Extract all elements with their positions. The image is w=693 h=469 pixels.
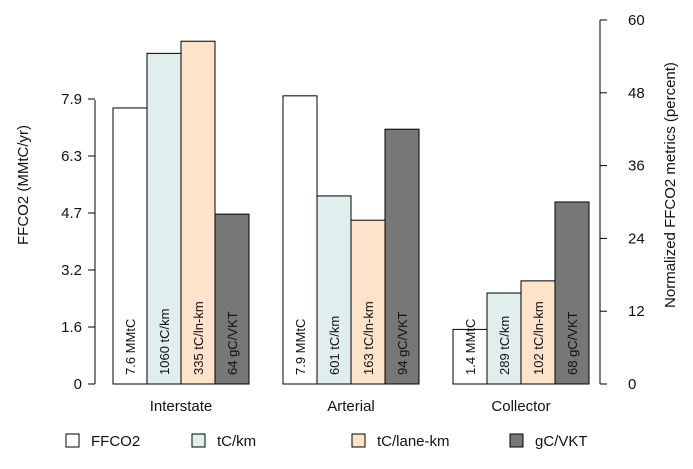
bar-value-label: 7.9 MMtC bbox=[293, 319, 308, 375]
left-axis-title: FFCO2 (MMtC/yr) bbox=[15, 125, 32, 245]
bar-value-label: 64 gC/VKT bbox=[225, 311, 240, 375]
right-tick-label: 12 bbox=[628, 303, 645, 320]
legend-swatch-gc-vkt bbox=[509, 433, 524, 448]
legend-swatch-tc-lane-km bbox=[351, 433, 366, 448]
bar-value-label: 1.4 MMtC bbox=[463, 319, 478, 375]
bar-gc-vkt-collector bbox=[554, 201, 590, 385]
left-tick-label: 0 bbox=[74, 376, 82, 393]
left-tick-label: 6.3 bbox=[61, 148, 82, 165]
category-label-arterial: Arterial bbox=[327, 398, 375, 415]
right-tick-label: 0 bbox=[628, 376, 636, 393]
category-label-interstate: Interstate bbox=[150, 398, 213, 415]
right-tick-label: 24 bbox=[628, 230, 645, 247]
bar-tc-lane-km-interstate bbox=[180, 40, 216, 385]
bar-value-label: 68 gC/VKT bbox=[565, 311, 580, 375]
bar-tc-lane-km-arterial bbox=[350, 219, 386, 385]
bar-ffco2-interstate bbox=[112, 107, 148, 385]
right-tick-label: 36 bbox=[628, 158, 645, 175]
left-tick-label: 4.7 bbox=[61, 205, 82, 222]
legend-swatch-ffco2 bbox=[65, 433, 80, 448]
left-tick-label: 1.6 bbox=[61, 319, 82, 336]
right-axis-title: Normalized FFCO2 metrics (percent) bbox=[662, 62, 679, 308]
legend-label: gC/VKT bbox=[535, 433, 588, 450]
axes-group: Interstate Arterial Collector 0 1.6 3.2 4.7 6.3… bbox=[15, 12, 679, 415]
bar-value-label: 7.6 MMtC bbox=[123, 319, 138, 375]
bar-group: 7.6 MMtC 1060 tC/km 335 tC/ln-km 64 gC/VKT 7… bbox=[112, 40, 590, 385]
legend-label: tC/km bbox=[217, 433, 256, 450]
bar-value-label: 1060 tC/km bbox=[157, 309, 172, 375]
bar-value-label: 102 tC/ln-km bbox=[531, 301, 546, 375]
bar-tc-km-collector bbox=[486, 292, 522, 385]
bar-ffco2-arterial bbox=[282, 95, 318, 385]
bar-ffco2-collector bbox=[452, 328, 488, 385]
legend-label: tC/lane-km bbox=[377, 433, 450, 450]
bar-value-label: 601 tC/km bbox=[327, 316, 342, 375]
legend-label: FFCO2 bbox=[91, 433, 140, 450]
bar-value-label: 335 tC/ln-km bbox=[191, 301, 206, 375]
bar-gc-vkt-interstate bbox=[214, 213, 250, 385]
left-tick-label: 7.9 bbox=[61, 91, 82, 108]
left-tick-label: 3.2 bbox=[61, 262, 82, 279]
legend: FFCO2 tC/km tC/lane-km gC/VKT bbox=[65, 433, 588, 450]
bar-tc-km-arterial bbox=[316, 195, 352, 385]
bar-tc-km-interstate bbox=[146, 52, 182, 385]
bar-gc-vkt-arterial bbox=[384, 128, 420, 385]
category-label-collector: Collector bbox=[491, 398, 550, 415]
right-tick-label: 48 bbox=[628, 85, 645, 102]
legend-swatch-tc-km bbox=[191, 433, 206, 448]
right-tick-label: 60 bbox=[628, 12, 645, 29]
bar-value-label: 289 tC/km bbox=[497, 316, 512, 375]
bar-value-label: 163 tC/ln-km bbox=[361, 301, 376, 375]
bar-value-label: 94 gC/VKT bbox=[395, 311, 410, 375]
